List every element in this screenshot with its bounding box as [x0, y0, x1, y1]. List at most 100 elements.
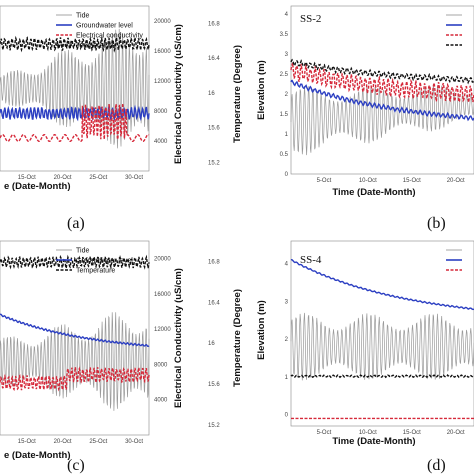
x-tick-label: 30-Oct	[125, 439, 143, 445]
x-tick-label: 20-Oct	[54, 439, 72, 445]
y-tick-label: 1	[285, 132, 289, 138]
y-tick-labels: 0 1 2 3 4	[285, 262, 289, 419]
legend-entry: Tide	[76, 248, 89, 255]
legend: Tide Groundwater level Electrical conducti…	[56, 13, 143, 50]
temp-tick-label: 16.4	[208, 56, 220, 62]
x-axis-title: e (Date-Month)	[4, 181, 71, 192]
x-tick-label: 15-Oct	[18, 439, 36, 445]
x-tick-label: 25-Oct	[89, 439, 107, 445]
series-temperature	[0, 35, 150, 53]
x-tick-label: 20-Oct	[447, 430, 465, 436]
y-tick-label: 3.5	[280, 32, 289, 38]
ec-tick-label: 8000	[154, 109, 168, 115]
series-temperature	[0, 254, 150, 270]
plot-area	[0, 254, 150, 411]
y-tick-label: 1	[285, 375, 289, 381]
panel-letter: (a)	[67, 215, 85, 232]
y-tick-label: 2	[285, 337, 289, 343]
legend-entry: Groundwater level	[76, 23, 133, 30]
x-tick-label: 15-Oct	[18, 175, 36, 181]
y-tick-labels: 0 0.5 1 1.5 2 2.5 3 3.5 4	[280, 12, 289, 178]
series-groundwater-level	[290, 258, 474, 311]
x-tick-label: 15-Oct	[403, 178, 421, 184]
series-temperature	[290, 374, 474, 379]
ec-tick-label: 16000	[154, 292, 171, 298]
x-tick-label: 25-Oct	[89, 175, 107, 181]
panel-letter: (d)	[427, 457, 446, 474]
x-tick-label: 30-Oct	[125, 175, 143, 181]
temp-tick-labels: 15.2 15.6 16 16.4 16.8	[208, 259, 220, 428]
legend-entry: Temperature	[76, 268, 115, 275]
y-axis-title: Elevation (m)	[256, 60, 267, 120]
panel-b: 5-Oct 10-Oct 15-Oct 20-Oct 0 0.5 1 1.5 2 2.5 3 3.5…	[256, 5, 474, 232]
x-tick-label: 10-Oct	[359, 178, 377, 184]
x-tick-labels: 5-Oct 10-Oct 15-Oct 20-Oct	[317, 178, 465, 184]
x-axis-title: Time (Date-Month)	[332, 187, 415, 198]
temp-tick-label: 15.2	[208, 423, 220, 429]
y-tick-label: 0	[285, 413, 289, 419]
x-tick-label: 5-Oct	[317, 178, 332, 184]
series-temperature	[290, 58, 474, 85]
series-tide	[0, 312, 150, 411]
series-electrical-conductivity	[0, 103, 150, 143]
x-axis-title: Time (Date-Month)	[332, 436, 415, 447]
ec-tick-label: 8000	[154, 362, 168, 368]
x-tick-label: 20-Oct	[54, 175, 72, 181]
series-groundwater-level	[0, 313, 150, 347]
panel-a: Tide Groundwater level Electrical conducti…	[0, 5, 243, 232]
panel-c: Tide Groundwater level Temperature 15-Oct 2…	[0, 240, 243, 474]
y-tick-label: 0	[285, 172, 289, 178]
temp-tick-label: 16.8	[208, 21, 220, 27]
legend	[446, 14, 462, 46]
legend-entry: Groundwater level	[76, 258, 133, 265]
temp-tick-label: 15.6	[208, 126, 220, 132]
x-tick-label: 20-Oct	[447, 178, 465, 184]
ec-axis-title: Electrical Conductivity (uS/cm)	[173, 24, 184, 164]
ec-tick-label: 4000	[154, 139, 168, 145]
series-tide	[290, 312, 474, 381]
temp-axis-title: Temperature (Degree)	[232, 289, 243, 387]
legend-entry: Electrical conductivity	[76, 33, 143, 40]
panel-letter: (b)	[427, 215, 446, 232]
series-groundwater-level	[290, 79, 474, 122]
site-label: SS-4	[300, 254, 322, 266]
ec-tick-labels: 4000 8000 12000 16000 20000	[154, 257, 171, 404]
y-axis-title: Elevation (m)	[256, 300, 267, 360]
legend	[446, 249, 462, 271]
x-tick-label: 15-Oct	[403, 430, 421, 436]
ec-tick-labels: 4000 8000 12000 16000 20000	[154, 19, 171, 145]
ec-tick-label: 12000	[154, 79, 171, 85]
legend: Tide Groundwater level Temperature	[56, 248, 133, 275]
panel-letter: (c)	[67, 457, 85, 474]
temp-tick-label: 16.4	[208, 300, 220, 306]
ec-tick-label: 12000	[154, 327, 171, 333]
x-tick-labels: 15-Oct 20-Oct 25-Oct 30-Oct	[18, 175, 144, 181]
temp-tick-labels: 15.2 15.6 16 16.4 16.8	[208, 21, 220, 166]
plot-area	[290, 258, 474, 420]
x-tick-labels: 5-Oct 10-Oct 15-Oct 20-Oct	[317, 430, 465, 436]
x-axis-title: e (Date-Month)	[4, 450, 71, 461]
temp-tick-label: 15.6	[208, 382, 220, 388]
series-electrical-conductivity	[0, 366, 150, 393]
y-tick-label: 2.5	[280, 72, 289, 78]
x-tick-label: 10-Oct	[359, 430, 377, 436]
panel-d: 5-Oct 10-Oct 15-Oct 20-Oct 0 1 2 3 4 SS-4 Time …	[256, 240, 474, 474]
site-label: SS-2	[300, 13, 321, 25]
y-tick-label: 3	[285, 299, 289, 305]
ec-axis-title: Electrical Conductivity (uS/cm)	[173, 268, 184, 408]
legend-entry: Temperature	[76, 43, 115, 50]
temp-tick-label: 16	[208, 91, 215, 97]
series-electrical-conductivity	[290, 62, 474, 104]
x-tick-labels: 15-Oct 20-Oct 25-Oct 30-Oct	[18, 439, 144, 445]
x-tick-label: 5-Oct	[317, 430, 332, 436]
y-tick-label: 2	[285, 92, 289, 98]
y-tick-label: 1.5	[280, 112, 289, 118]
temp-tick-label: 16	[208, 341, 215, 347]
plot-area	[290, 58, 474, 156]
ec-tick-label: 20000	[154, 257, 171, 263]
temp-tick-label: 15.2	[208, 160, 220, 166]
legend-entry: Tide	[76, 13, 89, 20]
y-tick-label: 3	[285, 52, 289, 58]
ec-tick-label: 20000	[154, 19, 171, 25]
